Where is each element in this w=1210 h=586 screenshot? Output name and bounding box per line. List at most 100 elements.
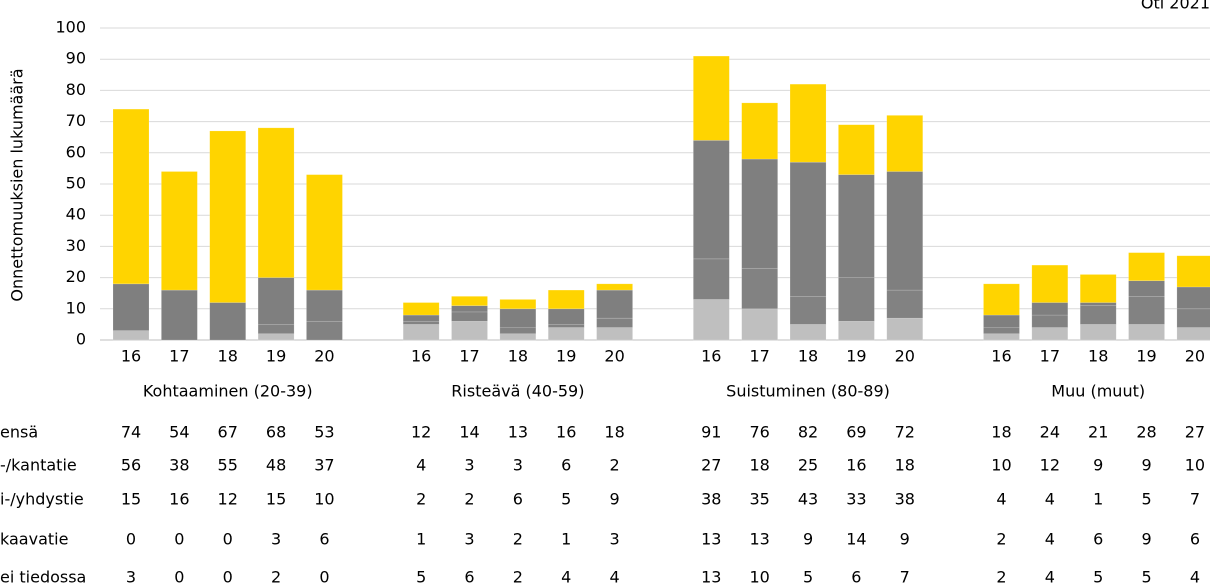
table-cell: 91 [701, 423, 721, 442]
bar-segment [983, 327, 1020, 335]
x-tick-label: 17 [459, 347, 479, 366]
bar-segment [838, 277, 875, 322]
bar-segment [209, 302, 247, 341]
x-tick-label: 16 [701, 347, 721, 366]
table-cell: 4 [561, 568, 571, 586]
table-cell: 14 [846, 530, 866, 549]
y-tick-label: 60 [66, 142, 86, 161]
table-cell: 2 [610, 456, 620, 475]
table-cell: 18 [604, 423, 624, 442]
bar-segment [789, 296, 827, 325]
table-cell: 72 [895, 423, 915, 442]
table-cell: 18 [750, 456, 770, 475]
x-tick-label: 17 [750, 347, 770, 366]
table-cell: 38 [169, 456, 189, 475]
bar-segment [257, 277, 295, 325]
x-tick-label: 17 [169, 347, 189, 366]
table-cell: 13 [508, 423, 528, 442]
y-tick-label: 90 [66, 49, 86, 68]
bar-segment [838, 124, 875, 175]
table-cell: 6 [561, 456, 571, 475]
y-axis-label: Onnettomuuksien lukumäärä [8, 68, 27, 301]
x-tick-label: 16 [121, 347, 141, 366]
table-cell: 48 [266, 456, 286, 475]
table-cell: 16 [169, 490, 189, 509]
bar-segment [1031, 314, 1069, 328]
table-cell: 0 [174, 530, 184, 549]
bar-segment [547, 289, 585, 310]
group-label: Risteävä (40-59) [451, 382, 584, 401]
bar-segment [499, 333, 537, 341]
bar-segment [886, 317, 924, 341]
table-cell: 1 [416, 530, 426, 549]
x-tick-label: 19 [1136, 347, 1156, 366]
bar-segment [741, 267, 778, 310]
y-tick-label: 100 [55, 18, 86, 37]
table-cell: 1 [1093, 490, 1103, 509]
bar-segment [1176, 255, 1210, 288]
bar-segment [306, 174, 343, 291]
table-cell: 15 [266, 490, 286, 509]
bar-segment [838, 320, 875, 341]
bar-segment [693, 140, 730, 260]
table-cell: 6 [319, 530, 329, 549]
table-cell: 7 [1190, 490, 1200, 509]
table-cell: 9 [1093, 456, 1103, 475]
bar-segment [789, 324, 827, 341]
y-tick-label: 40 [66, 205, 86, 224]
x-tick-label: 18 [1088, 347, 1108, 366]
table-cell: 56 [121, 456, 141, 475]
bar-segment [693, 258, 730, 300]
bar-segment [499, 308, 537, 328]
bar-segment [402, 320, 440, 325]
table-cell: 27 [1185, 423, 1205, 442]
bar-segment [451, 305, 488, 313]
table-cell: 38 [895, 490, 915, 509]
bar-segment [886, 171, 924, 291]
table-cell: 3 [610, 530, 620, 549]
table-cell: 9 [900, 530, 910, 549]
bar-segment [886, 289, 924, 319]
table-cell: 9 [1141, 530, 1151, 549]
table-cell: 28 [1136, 423, 1156, 442]
bar-segment [112, 283, 150, 331]
bar-segment [741, 102, 778, 160]
bar-segment [209, 130, 247, 303]
x-tick-label: 19 [556, 347, 576, 366]
x-tick-label: 20 [1185, 347, 1205, 366]
x-tick-label: 19 [846, 347, 866, 366]
table-cell: 10 [750, 568, 770, 586]
table-cell: 4 [1190, 568, 1200, 586]
table-cell: 3 [464, 456, 474, 475]
bar-segment [886, 115, 924, 172]
y-tick-label: 10 [66, 298, 86, 317]
table-cell: 5 [1093, 568, 1103, 586]
y-tick-label: 0 [76, 330, 86, 349]
table-cell: 5 [1141, 490, 1151, 509]
table-cell: 0 [126, 530, 136, 549]
table-row-label: kaavatie [0, 530, 68, 549]
x-tick-label: 18 [508, 347, 528, 366]
bar-segment [1079, 302, 1117, 306]
bar-segment [112, 108, 150, 285]
table-cell: 4 [416, 456, 426, 475]
bar-segment [1031, 264, 1069, 303]
bar-segment [402, 314, 440, 322]
table-cell: 3 [271, 530, 281, 549]
table-cell: 5 [561, 490, 571, 509]
table-cell: 5 [1141, 568, 1151, 586]
table-cell: 10 [1185, 456, 1205, 475]
table-cell: 24 [1040, 423, 1060, 442]
bar-segment [693, 299, 730, 341]
x-tick-label: 18 [798, 347, 818, 366]
table-cell: 9 [1141, 456, 1151, 475]
x-tick-label: 19 [266, 347, 286, 366]
table-cell: 4 [1045, 568, 1055, 586]
y-tick-label: 30 [66, 236, 86, 255]
table-row-label: ei tiedossa [0, 568, 86, 586]
table-cell: 0 [223, 568, 233, 586]
bar-segment [451, 296, 488, 306]
bar-segment [596, 317, 633, 328]
table-cell: 33 [846, 490, 866, 509]
